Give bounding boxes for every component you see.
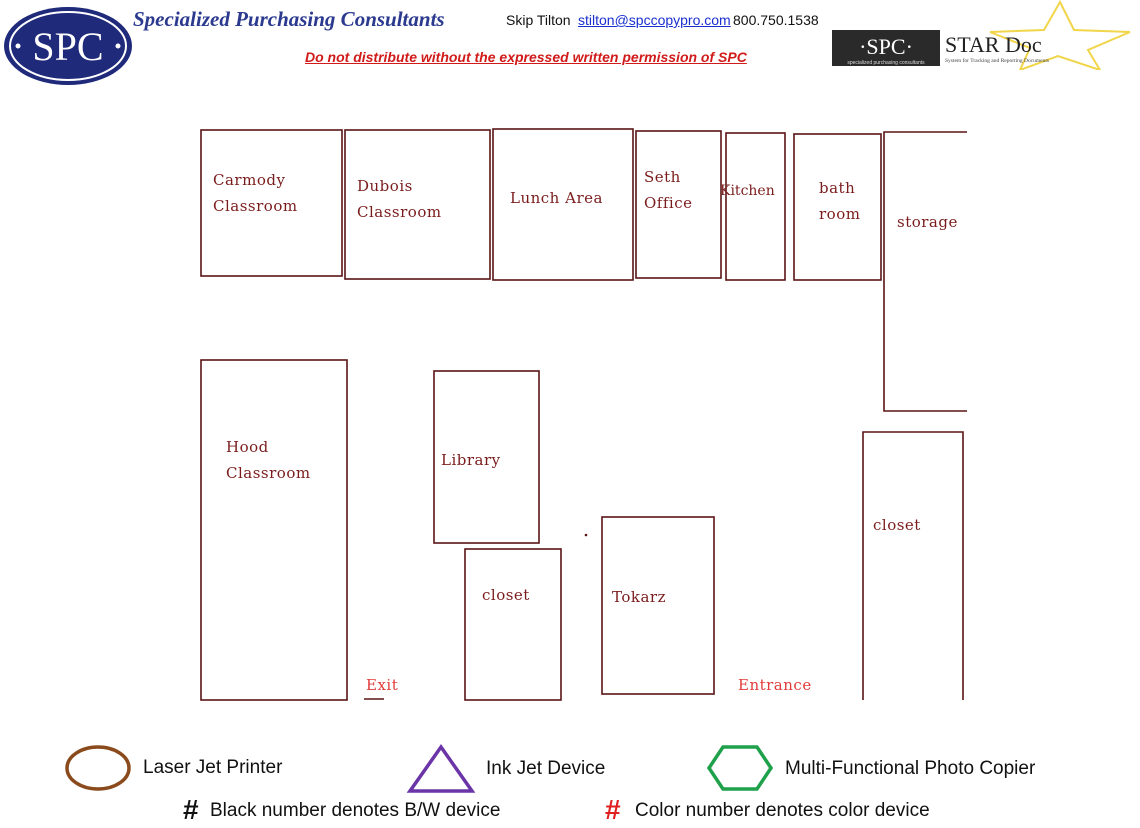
room-label-closet-right: closet (873, 516, 921, 534)
ink-jet-device-icon (406, 743, 476, 793)
entrance-label: Entrance (738, 676, 812, 694)
multi-functional-photo-copier-icon (706, 745, 774, 791)
contact-phone: 800.750.1538 (733, 12, 819, 28)
room-label-carmody: Carmody Classroom (213, 167, 298, 219)
room-tokarz (601, 516, 715, 695)
room-label-line: Carmody (213, 171, 286, 189)
room-label-storage: storage (897, 213, 958, 231)
room-label-closet-center: closet (482, 586, 530, 604)
room-label-dubois: Dubois Classroom (357, 173, 442, 225)
color-hash-icon: # (605, 794, 621, 825)
room-lunch-area (492, 128, 634, 281)
contact-email-link[interactable]: stilton@spccopypro.com (578, 12, 731, 28)
room-closet-center (464, 548, 562, 701)
room-label-bathroom: bath room (819, 175, 860, 227)
spc-logo: SPC (4, 7, 132, 85)
legend-bw-label: Black number denotes B/W device (210, 800, 501, 821)
laser-jet-printer-icon (65, 745, 131, 791)
room-label-line: Seth (644, 168, 681, 186)
stardoc-subtitle: System for Tracking and Reporting Docume… (945, 57, 1049, 64)
room-label-line: bath (819, 179, 856, 197)
room-label-kitchen: Kitchen (720, 183, 775, 199)
stardoc-title: STAR Doc (945, 32, 1042, 57)
stardoc-logo: ·SPC· specialized purchasing consultants… (832, 0, 1131, 70)
room-label-seth: Seth Office (644, 164, 692, 216)
bw-hash-icon: # (183, 794, 199, 825)
room-label-line: Classroom (357, 203, 442, 221)
room-label-line: Classroom (226, 464, 311, 482)
stardoc-spc-subtitle: specialized purchasing consultants (847, 60, 925, 66)
room-closet-right (862, 431, 964, 700)
room-kitchen (725, 132, 786, 281)
room-seth-office (635, 130, 722, 279)
room-label-line: Hood (226, 438, 269, 456)
room-label-hood: Hood Classroom (226, 434, 311, 486)
room-label-line: Dubois (357, 177, 413, 195)
legend-inkjet-label: Ink Jet Device (486, 758, 606, 779)
distribution-disclaimer: Do not distribute without the expressed … (305, 49, 747, 65)
room-bathroom (793, 133, 882, 281)
dot-marker (584, 533, 588, 537)
company-name: Specialized Purchasing Consultants (133, 7, 445, 31)
contact-name: Skip Tilton (506, 12, 571, 28)
room-label-line: Office (644, 194, 693, 212)
stardoc-spc-text: ·SPC· (859, 34, 913, 59)
legend-mfp-label: Multi-Functional Photo Copier (785, 758, 1036, 779)
legend-color-label: Color number denotes color device (635, 800, 930, 821)
room-label-tokarz: Tokarz (612, 588, 666, 606)
room-carmody-classroom (200, 129, 343, 277)
spc-logo-text: SPC (32, 24, 103, 69)
room-label-lunch: Lunch Area (510, 189, 603, 207)
room-library (433, 370, 540, 544)
room-label-line: Classroom (213, 197, 298, 215)
legend-laser-label: Laser Jet Printer (143, 757, 283, 778)
room-storage (883, 131, 967, 412)
room-label-line: room (819, 205, 861, 223)
room-hood-classroom (200, 359, 348, 701)
room-label-library: Library (441, 451, 501, 469)
star-outline-icon (989, 0, 1131, 70)
room-dubois-classroom (344, 129, 491, 280)
exit-label: Exit (366, 676, 399, 694)
